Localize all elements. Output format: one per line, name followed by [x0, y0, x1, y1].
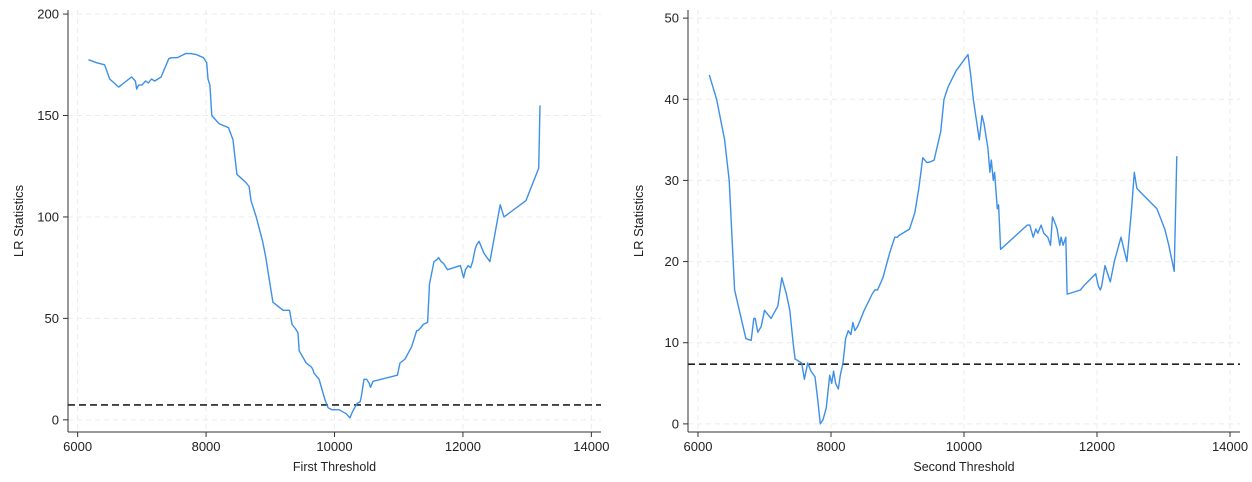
x-tick-label: 14000: [573, 439, 609, 454]
y-tick-label: 200: [37, 7, 59, 22]
y-tick-label: 150: [37, 108, 59, 123]
x-tick-label: 8000: [192, 439, 221, 454]
chart-first-threshold: 0 50 100 150 200 6000 8000 10000 12000 14000 First…: [11, 7, 609, 474]
y-tick-label: 0: [52, 412, 59, 427]
x-tick-label: 8000: [817, 439, 846, 454]
y-tick-label: 10: [665, 335, 679, 350]
x-axis-title: Second Threshold: [913, 460, 1014, 474]
series-line: [708, 53, 1178, 425]
x-tick-label: 12000: [445, 439, 481, 454]
x-axis-title: First Threshold: [293, 460, 376, 474]
x-tick-label: 6000: [63, 439, 92, 454]
y-tick-label: 0: [672, 416, 679, 431]
x-tick-label: 12000: [1079, 439, 1115, 454]
y-tick-label: 50: [665, 11, 679, 26]
series-line: [88, 52, 541, 419]
x-tick-label: 6000: [684, 439, 713, 454]
x-tick-label: 10000: [946, 439, 982, 454]
x-tick-label: 10000: [316, 439, 352, 454]
x-tick-label: 14000: [1212, 439, 1248, 454]
y-axis-title: LR Statistics: [11, 184, 26, 257]
y-axis-title: LR Statistics: [631, 184, 646, 257]
y-tick-label: 40: [665, 92, 679, 107]
y-tick-label: 20: [665, 254, 679, 269]
y-tick-label: 50: [45, 311, 59, 326]
chart-second-threshold: 0 10 20 30 40 50 6000 8000 10000 12000 14000 Second…: [631, 10, 1248, 474]
y-tick-label: 100: [37, 209, 59, 224]
y-tick-label: 30: [665, 173, 679, 188]
